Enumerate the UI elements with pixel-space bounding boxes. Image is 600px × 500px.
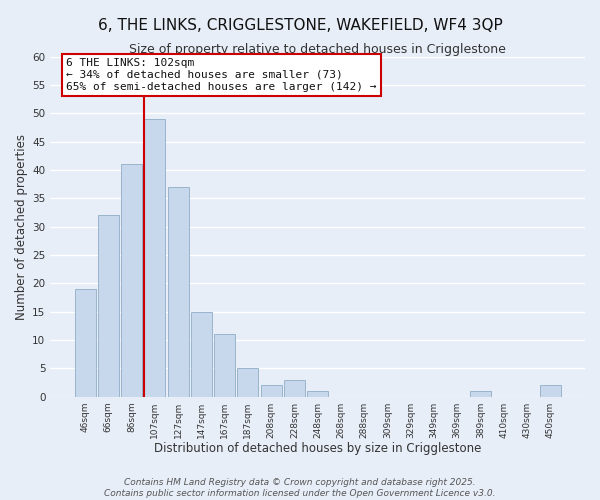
Bar: [121, 164, 142, 396]
Bar: [74, 289, 95, 397]
Bar: [260, 386, 281, 396]
Bar: [470, 391, 491, 396]
Bar: [307, 391, 328, 396]
Bar: [284, 380, 305, 396]
Text: 6 THE LINKS: 102sqm
← 34% of detached houses are smaller (73)
65% of semi-detach: 6 THE LINKS: 102sqm ← 34% of detached ho…: [67, 58, 377, 92]
Text: 6, THE LINKS, CRIGGLESTONE, WAKEFIELD, WF4 3QP: 6, THE LINKS, CRIGGLESTONE, WAKEFIELD, W…: [98, 18, 502, 32]
Bar: [167, 187, 188, 396]
Text: Contains HM Land Registry data © Crown copyright and database right 2025.
Contai: Contains HM Land Registry data © Crown c…: [104, 478, 496, 498]
X-axis label: Distribution of detached houses by size in Crigglestone: Distribution of detached houses by size …: [154, 442, 481, 455]
Bar: [540, 386, 560, 396]
Bar: [238, 368, 259, 396]
Bar: [214, 334, 235, 396]
Bar: [191, 312, 212, 396]
Bar: [145, 119, 165, 396]
Y-axis label: Number of detached properties: Number of detached properties: [15, 134, 28, 320]
Bar: [98, 216, 119, 396]
Title: Size of property relative to detached houses in Crigglestone: Size of property relative to detached ho…: [129, 42, 506, 56]
